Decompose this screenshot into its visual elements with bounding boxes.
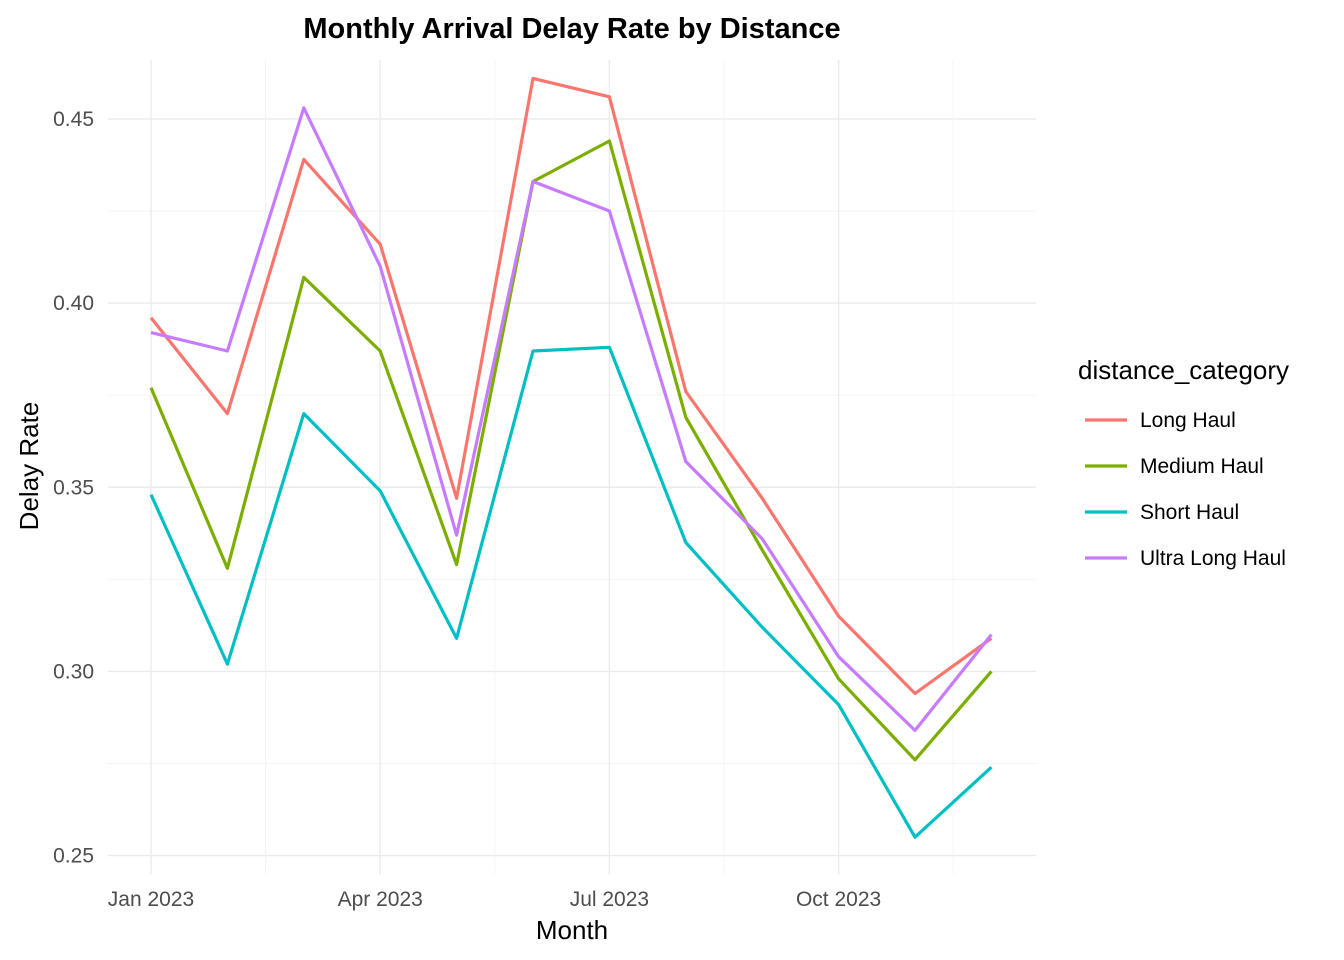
x-tick-label: Jul 2023: [570, 888, 649, 911]
legend-label: Short Haul: [1140, 501, 1239, 524]
series-line-long-haul: [149, 76, 993, 696]
legend-title: distance_category: [1078, 355, 1289, 385]
x-axis-title: Month: [536, 915, 608, 945]
chart-title: Monthly Arrival Delay Rate by Distance: [303, 13, 840, 45]
series-lines: [149, 76, 993, 839]
legend-items: Long Haul Medium Haul Short Haul Ultra Long…: [1085, 409, 1286, 570]
series-line-ultra-long-haul: [150, 106, 993, 733]
y-tick-label: 0.25: [53, 845, 94, 868]
series-line-medium-haul: [149, 139, 993, 762]
y-tick-label: 0.35: [53, 476, 94, 499]
y-tick-label: 0.30: [53, 660, 94, 683]
y-axis-title: Delay Rate: [14, 402, 44, 531]
grid: [108, 60, 1036, 874]
series-line-short-haul: [149, 345, 993, 839]
legend-item-ultra-long-haul: Ultra Long Haul: [1085, 547, 1286, 570]
legend-item-long-haul: Long Haul: [1085, 409, 1236, 432]
legend: distance_category Long Haul Medium Haul Sh…: [1078, 355, 1289, 570]
y-tick-label: 0.40: [53, 292, 94, 315]
x-tick-label: Apr 2023: [338, 888, 423, 911]
x-tick-label: Oct 2023: [796, 888, 881, 911]
legend-label: Medium Haul: [1140, 455, 1264, 478]
legend-label: Ultra Long Haul: [1140, 547, 1286, 570]
x-tick-label: Jan 2023: [108, 888, 194, 911]
legend-label: Long Haul: [1140, 409, 1236, 432]
legend-item-medium-haul: Medium Haul: [1085, 455, 1264, 478]
x-axis: Jan 2023 Apr 2023 Jul 2023 Oct 2023: [108, 888, 881, 911]
y-tick-label: 0.45: [53, 108, 94, 131]
y-axis: 0.25 0.30 0.35 0.40 0.45: [53, 108, 94, 868]
legend-item-short-haul: Short Haul: [1085, 501, 1239, 524]
